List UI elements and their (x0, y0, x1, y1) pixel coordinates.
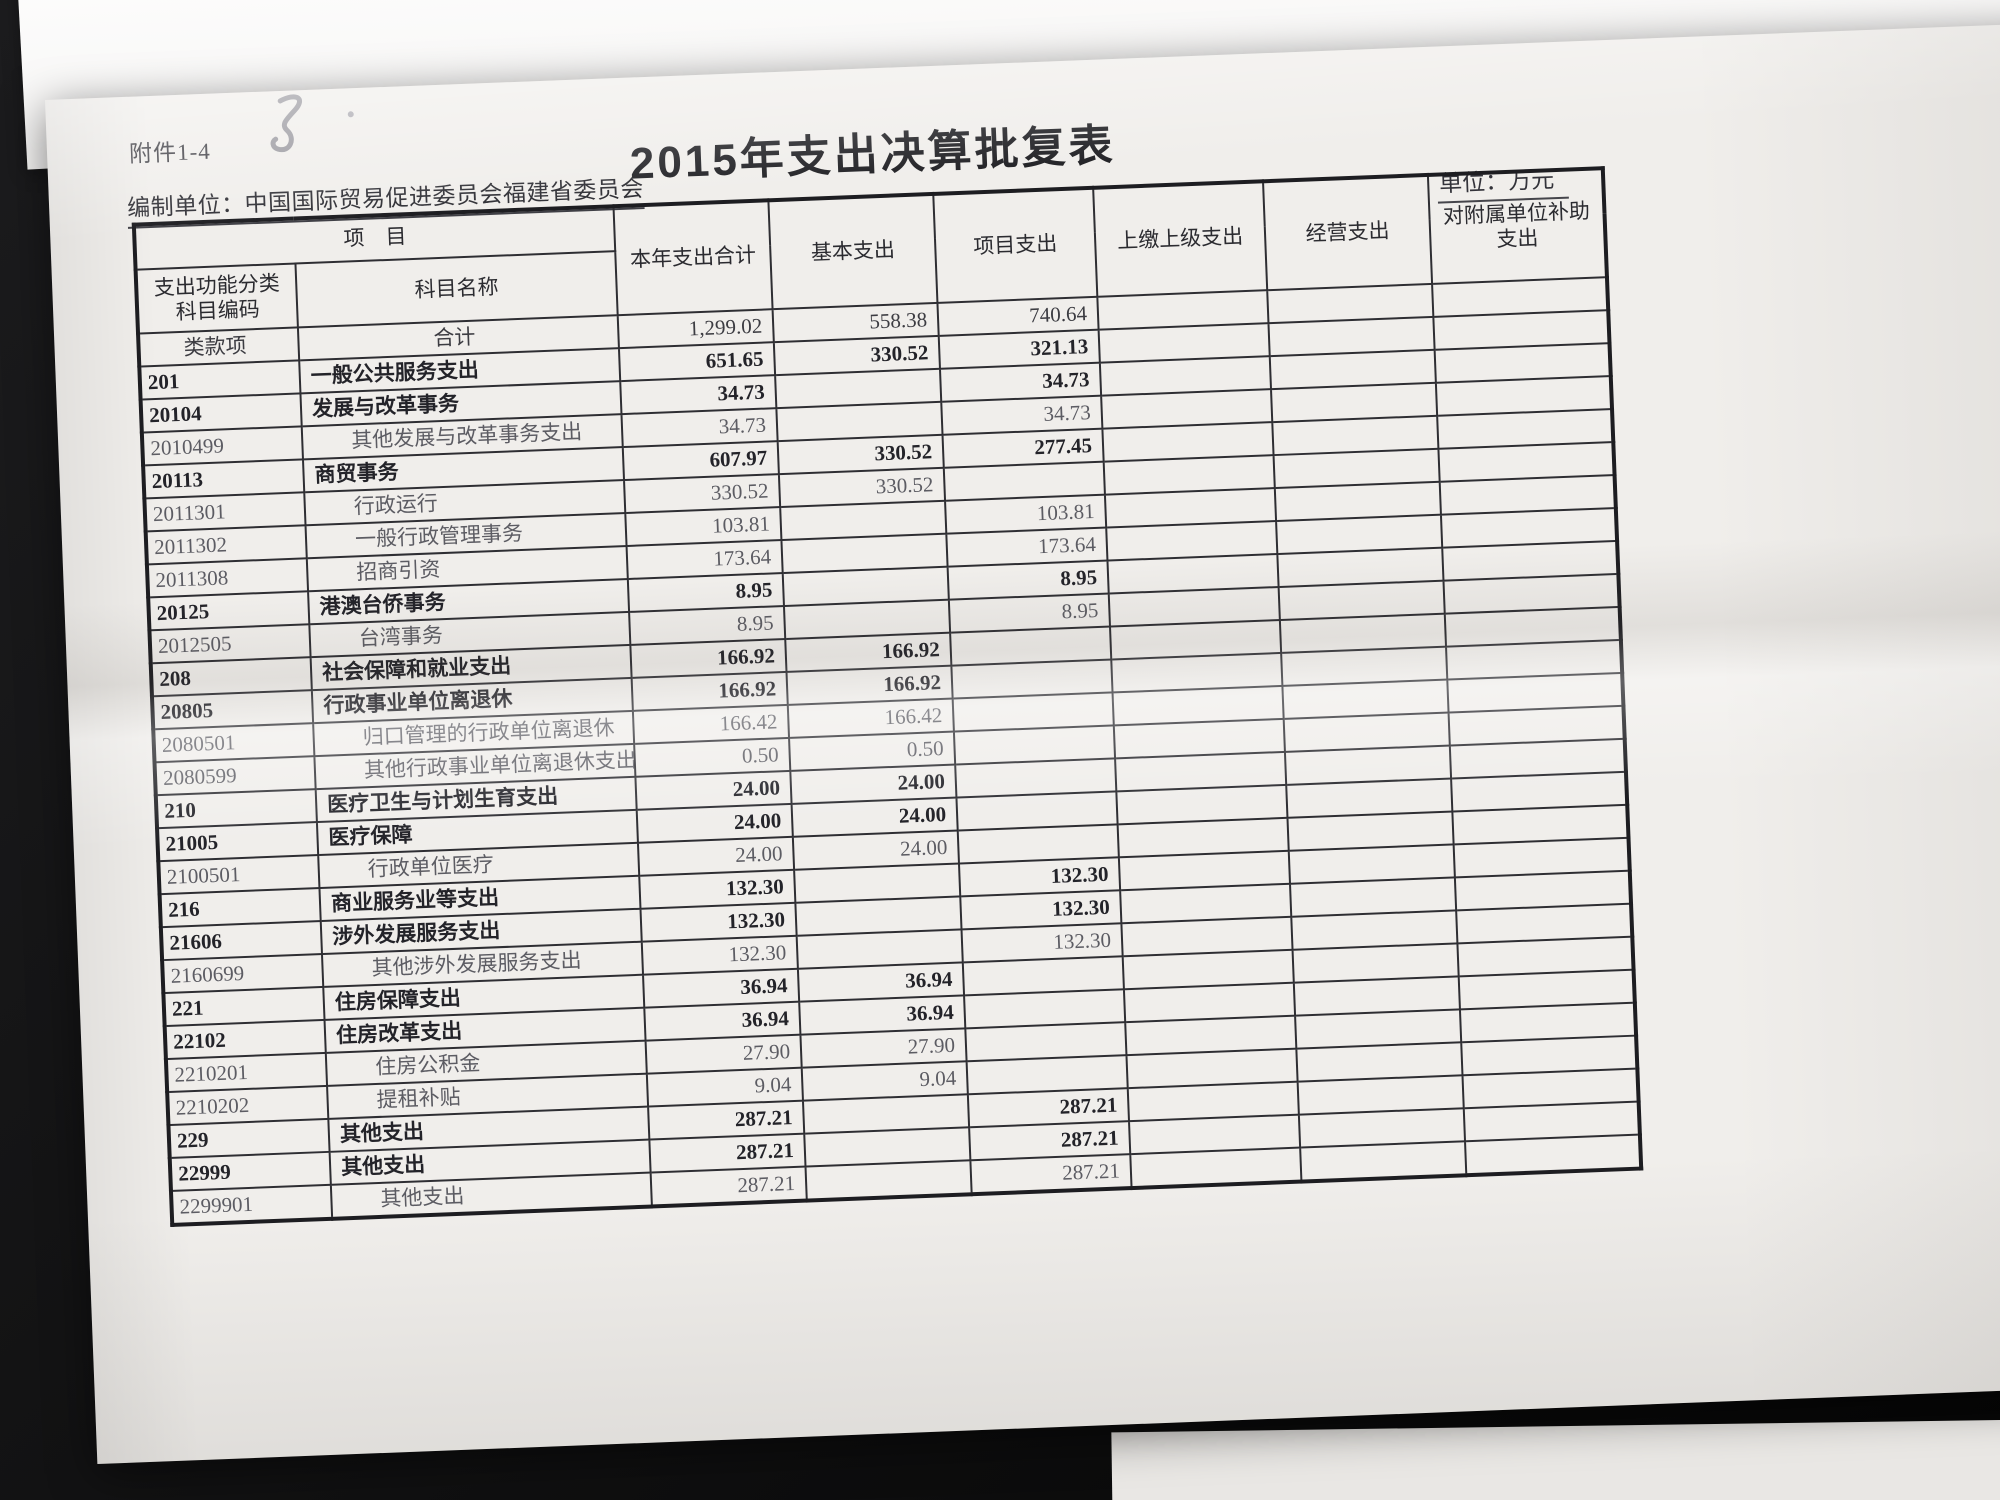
budget-table: 项 目 本年支出合计 基本支出 项目支出 上缴上级支出 经营支出 对附属单位补助… (131, 166, 1644, 1228)
cell-operating (1300, 1141, 1467, 1182)
handwritten-mark (250, 87, 383, 177)
cell-total-this-year: 287.21 (650, 1166, 807, 1207)
col-header-upper-level: 上缴上级支出 (1093, 181, 1268, 297)
cell-project: 287.21 (970, 1154, 1132, 1195)
cell-basic (805, 1160, 972, 1201)
col-header-project: 项目支出 (933, 187, 1098, 303)
attachment-label: 附件1-4 (128, 138, 212, 167)
document-paper: 附件1-4 2015年支出决算批复表 单位：万元 编制单位：中国国际贸易促进委员… (45, 20, 2000, 1464)
budget-table-wrapper: 项 目 本年支出合计 基本支出 项目支出 上缴上级支出 经营支出 对附属单位补助… (131, 166, 1644, 1228)
cell-upper-level (1130, 1147, 1302, 1189)
table-body: 类款项 合计 1,299.02 558.38 740.64 201 一般公共服务… (138, 277, 1642, 1225)
col-header-basic: 基本支出 (768, 193, 938, 310)
cell-code: 2299901 (170, 1184, 333, 1225)
col-header-operating: 经营支出 (1263, 174, 1433, 291)
col-header-subsidy: 对附属单位补助支出 (1427, 168, 1607, 284)
col-header-total-this-year: 本年支出合计 (613, 200, 773, 316)
col-header-code: 支出功能分类科目编码 (135, 263, 298, 334)
underlying-sheet-bottom-right (1111, 1419, 2000, 1500)
cell-subsidy (1465, 1134, 1642, 1176)
